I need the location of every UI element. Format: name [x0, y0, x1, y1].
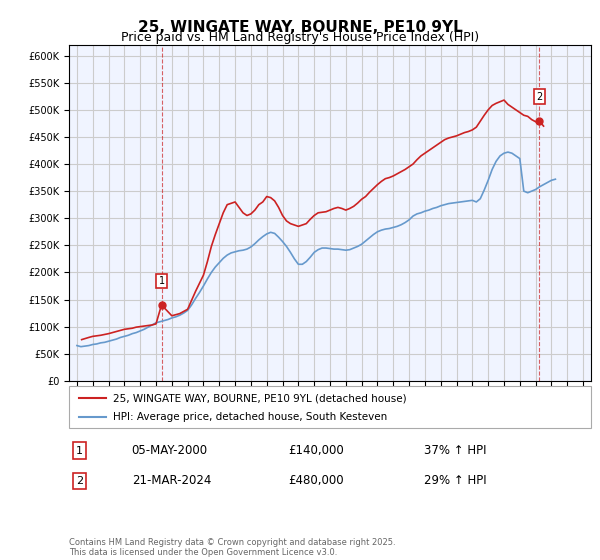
Text: HPI: Average price, detached house, South Kesteven: HPI: Average price, detached house, Sout… — [113, 412, 388, 422]
Text: 21-MAR-2024: 21-MAR-2024 — [131, 474, 211, 487]
Text: 37% ↑ HPI: 37% ↑ HPI — [424, 444, 487, 457]
Text: 05-MAY-2000: 05-MAY-2000 — [131, 444, 208, 457]
Text: 1: 1 — [76, 446, 83, 456]
Text: 25, WINGATE WAY, BOURNE, PE10 9YL: 25, WINGATE WAY, BOURNE, PE10 9YL — [137, 20, 463, 35]
Text: Price paid vs. HM Land Registry's House Price Index (HPI): Price paid vs. HM Land Registry's House … — [121, 31, 479, 44]
Text: £140,000: £140,000 — [288, 444, 344, 457]
FancyBboxPatch shape — [69, 386, 591, 428]
Text: 2: 2 — [76, 476, 83, 486]
Text: Contains HM Land Registry data © Crown copyright and database right 2025.
This d: Contains HM Land Registry data © Crown c… — [69, 538, 395, 557]
Text: 2: 2 — [536, 92, 542, 102]
Text: 1: 1 — [158, 276, 164, 286]
Text: 29% ↑ HPI: 29% ↑ HPI — [424, 474, 487, 487]
Text: £480,000: £480,000 — [288, 474, 344, 487]
Text: 25, WINGATE WAY, BOURNE, PE10 9YL (detached house): 25, WINGATE WAY, BOURNE, PE10 9YL (detac… — [113, 393, 407, 403]
